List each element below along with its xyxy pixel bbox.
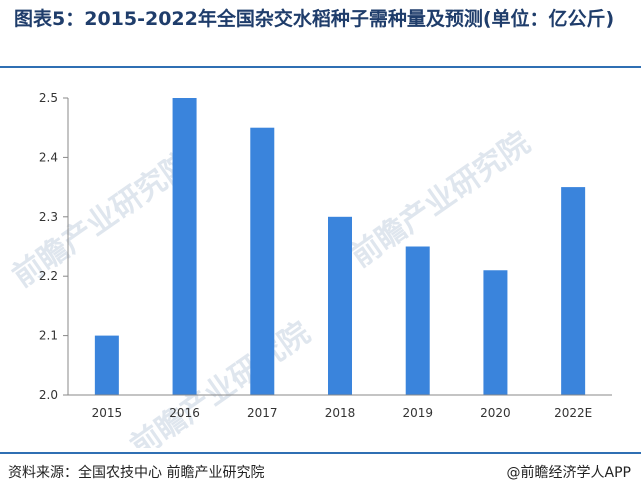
watermark-text: 前瞻产业研究院 [125,315,317,448]
x-tick-label: 2016 [169,406,200,420]
bar-2022E [561,187,586,395]
bar-2020 [483,270,508,395]
x-tick-label: 2020 [480,406,511,420]
x-tick-label: 2022E [554,406,592,420]
bar-2016 [172,98,197,395]
x-tick-label: 2017 [247,406,278,420]
bar-2015 [94,335,119,395]
footer-divider [0,452,641,454]
y-tick-label: 2.4 [39,150,58,164]
bars [94,98,586,395]
bar-2017 [250,127,275,395]
y-tick-label: 2.0 [39,388,58,402]
y-axis: 2.0 2.1 2.2 2.3 2.4 2.5 [39,91,69,402]
y-tick-label: 2.1 [39,329,58,343]
y-tick-label: 2.5 [39,91,58,105]
x-tick-label: 2018 [325,406,356,420]
y-tick-label: 2.3 [39,210,58,224]
y-tick-label: 2.2 [39,269,58,283]
source-note: 资料来源：全国农技中心 前瞻产业研究院 [8,465,265,481]
x-tick-label: 2019 [402,406,433,420]
bar-2018 [328,216,352,395]
title-divider [0,66,641,68]
bar-2019 [405,246,430,395]
chart-title: 图表5：2015-2022年全国杂交水稻种子需种量及预测(单位：亿公斤) [14,8,615,30]
watermark-text: 前瞻产业研究院 [7,145,199,294]
x-tick-label: 2015 [92,406,123,420]
x-axis: 2015 2016 2017 2018 2019 2020 2022E [68,394,612,420]
watermark-text: 前瞻产业研究院 [345,125,537,274]
brand-label: @前瞻经济学人APP [506,465,631,481]
